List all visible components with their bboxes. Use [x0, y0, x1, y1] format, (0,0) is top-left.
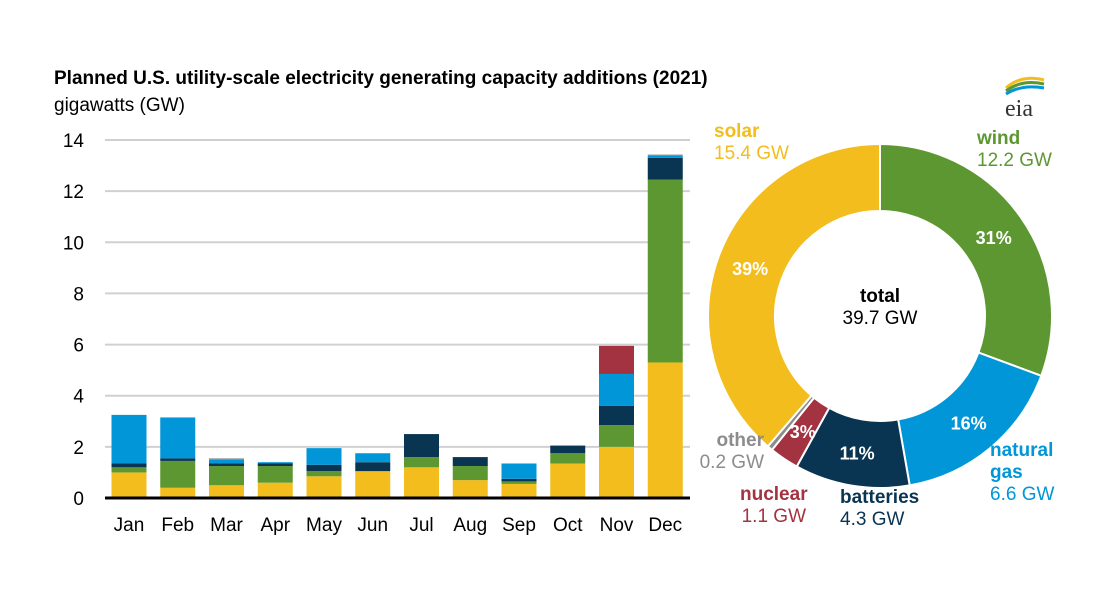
- bar-segment-batteries: [550, 445, 586, 454]
- x-tick-label: Dec: [648, 515, 682, 536]
- bar-segment-natural-gas: [355, 453, 391, 463]
- bar-segment-wind: [452, 466, 488, 481]
- x-tick-label: Nov: [600, 515, 634, 536]
- bar-segment-batteries: [160, 458, 196, 461]
- bar-segment-solar: [647, 362, 683, 498]
- x-tick-label: Aug: [453, 515, 487, 536]
- slice-percent-label: 3%: [790, 422, 816, 442]
- bar-segment-natural-gas: [647, 155, 683, 158]
- legend-solar: solar 15.4 GW: [714, 121, 789, 164]
- y-tick-label: 2: [73, 438, 84, 459]
- slice-percent-label: 31%: [976, 228, 1012, 248]
- bar-segment-batteries: [209, 463, 244, 467]
- donut-slice-wind: [879, 142, 1053, 378]
- donut-center-label: total 39.7 GW: [842, 286, 918, 329]
- x-tick-label: Apr: [260, 515, 290, 536]
- eia-logo: eia: [1000, 74, 1050, 129]
- bar-segment-wind: [599, 425, 634, 447]
- bar-segment-wind: [111, 467, 147, 473]
- legend-nuclear: nuclear 1.1 GW: [740, 484, 808, 527]
- donut-slice-solar: [707, 142, 881, 448]
- bar-segment-solar: [355, 471, 391, 498]
- bar-segment-other: [647, 154, 683, 156]
- bar-segment-natural-gas: [599, 373, 634, 406]
- bar-segment-wind: [209, 466, 244, 486]
- bar-segment-natural-gas: [111, 414, 147, 464]
- slice-percent-label: 39%: [732, 259, 768, 279]
- bar-segment-wind: [647, 179, 683, 363]
- slice-percent-label: 16%: [951, 413, 987, 433]
- bar-segment-other: [209, 458, 244, 460]
- y-tick-label: 12: [63, 182, 84, 203]
- bar-segment-batteries: [452, 457, 488, 467]
- chart-title: Planned U.S. utility-scale electricity g…: [54, 68, 708, 89]
- bar-segment-batteries: [501, 478, 537, 482]
- bar-segment-wind: [160, 460, 196, 488]
- bar-segment-solar: [550, 463, 586, 498]
- bar-segment-solar: [160, 487, 196, 498]
- y-tick-label: 4: [73, 387, 84, 408]
- bar-segment-natural-gas: [160, 417, 196, 459]
- logo-text: eia: [1005, 96, 1033, 122]
- y-tick-label: 6: [73, 336, 84, 357]
- bar-segment-wind: [404, 457, 439, 468]
- bar-segment-solar: [599, 446, 634, 498]
- bar-segment-batteries: [599, 405, 634, 426]
- bar-segment-natural-gas: [209, 459, 244, 464]
- y-tick-label: 0: [73, 489, 84, 510]
- bar-segment-batteries: [404, 434, 439, 458]
- x-tick-label: Jun: [357, 515, 388, 536]
- x-tick-label: Jul: [409, 515, 433, 536]
- bar-segment-solar: [209, 485, 244, 498]
- x-tick-label: Feb: [161, 515, 194, 536]
- bar-segment-natural-gas: [306, 448, 342, 465]
- x-tick-label: May: [306, 515, 342, 536]
- slice-percent-label: 11%: [840, 444, 875, 464]
- bar-segment-batteries: [306, 464, 342, 472]
- legend-wind: wind 12.2 GW: [977, 128, 1052, 171]
- x-tick-label: Oct: [553, 515, 583, 536]
- bar-segment-batteries: [647, 157, 683, 180]
- bar-segment-natural-gas: [501, 463, 537, 479]
- bar-segment-solar: [257, 482, 293, 498]
- y-tick-label: 14: [63, 131, 85, 152]
- y-tick-label: 10: [63, 233, 84, 254]
- bar-segment-wind: [257, 466, 293, 483]
- bar-segment-solar: [111, 472, 147, 498]
- x-tick-label: Jan: [114, 515, 145, 536]
- bar-segment-solar: [404, 467, 439, 498]
- bar-segment-batteries: [257, 463, 293, 467]
- bar-segment-wind: [550, 453, 586, 464]
- bar-segment-solar: [452, 480, 488, 498]
- bar-segment-wind: [501, 481, 537, 484]
- x-tick-label: Mar: [210, 515, 243, 536]
- bar-segment-batteries: [111, 463, 147, 468]
- y-tick-label: 8: [73, 284, 84, 305]
- bar-segment-solar: [306, 476, 342, 498]
- legend-other: other 0.2 GW: [699, 430, 764, 473]
- legend-natural-gas: natural gas 6.6 GW: [990, 440, 1055, 505]
- bar-segment-wind: [306, 471, 342, 477]
- bar-segment-batteries: [355, 462, 391, 472]
- x-tick-label: Sep: [502, 515, 536, 536]
- legend-batteries: batteries 4.3 GW: [840, 487, 920, 530]
- bar-segment-solar: [501, 483, 537, 498]
- bar-segment-nuclear: [599, 345, 634, 374]
- bar-segment-natural-gas: [257, 462, 293, 464]
- y-axis-unit: gigawatts (GW): [54, 95, 185, 116]
